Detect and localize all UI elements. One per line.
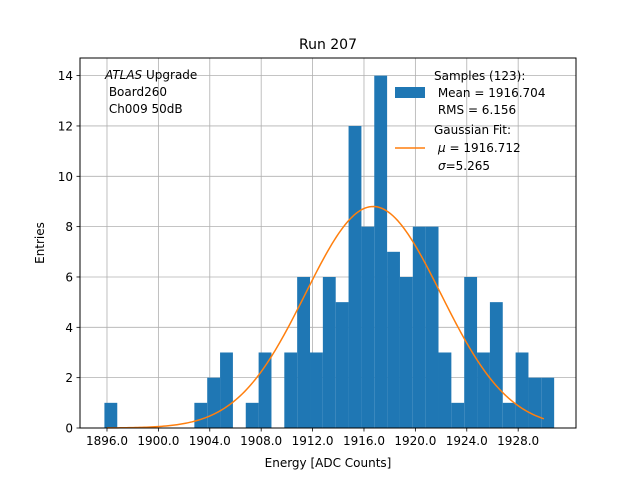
histogram-bar [399,276,413,428]
histogram-bar [425,226,439,428]
x-tick-label: 1920.0 [394,434,436,448]
x-tick-label: 1916.0 [343,434,385,448]
histogram-bar [194,402,208,428]
histogram-bar [489,302,503,428]
y-tick-label: 14 [58,69,73,83]
y-tick-label: 8 [65,220,73,234]
legend-fit-sigma: σ=5.265 [438,159,490,173]
x-tick-label: 1924.0 [446,434,488,448]
histogram-bar [387,251,400,428]
histogram-bar [374,75,388,428]
y-tick-label: 10 [58,170,73,184]
histogram-bar [284,352,298,428]
histogram-bar [310,352,323,428]
legend-sigma-symbol: σ [438,159,446,173]
y-tick-label: 4 [65,321,73,335]
histogram-bar [348,125,362,429]
annotation-line-3: Ch009 50dB [105,102,183,116]
legend-samples-swatch [395,87,425,98]
y-tick-label: 6 [65,270,73,284]
histogram-bar [502,402,516,428]
x-tick-label: 1908.0 [240,434,282,448]
x-tick-label: 1900.0 [137,434,179,448]
y-tick-label: 2 [65,371,73,385]
legend-samples-mean: Mean = 1916.704 [434,86,545,100]
annotation-atlas-italic: ATLAS [104,68,143,82]
histogram-bar [361,226,375,428]
histogram-bar [477,352,490,428]
histogram-bar [104,402,118,428]
histogram-bar [438,352,452,428]
histogram-bar [451,402,465,428]
y-tick-label: 12 [58,119,73,133]
histogram-bar [220,352,233,428]
gaussian-fit [106,205,545,429]
histogram-bar [412,226,426,428]
annotation-line-2: Board260 [105,85,167,99]
histogram-bar [258,352,272,428]
histogram-bar [335,302,349,428]
histogram-bar [297,276,311,428]
annotation-line-1: ATLAS Upgrade [104,68,197,82]
histogram-bar [245,402,259,428]
legend-fit-title: Gaussian Fit: [434,123,511,137]
legend-fit-mu: μ = 1916.712 [437,141,521,155]
legend-mu-symbol: μ [437,141,446,155]
legend-fit-mu-value: = 1916.712 [446,141,521,155]
annotation-upgrade-text: Upgrade [142,68,197,82]
atlas-annotation: ATLAS Upgrade Board260 Ch009 50dB [104,68,197,116]
x-tick-label: 1904.0 [189,434,231,448]
gaussian-fit-curve [106,205,545,429]
histogram-bar [528,377,542,428]
y-tick-label: 0 [65,422,73,436]
x-tick-label: 1912.0 [292,434,334,448]
y-axis-label: Entries [33,222,47,264]
histogram-bar [207,377,221,428]
legend-fit-sigma-value: =5.265 [446,159,490,173]
histogram-bar [322,276,336,428]
legend-samples-rms: RMS = 6.156 [434,103,516,117]
histogram-bar [464,276,478,428]
chart-title: Run 207 [299,37,357,53]
x-tick-label: 1896.0 [86,434,128,448]
axis-ticks: 1896.0 1900.0 1904.0 1908.0 1912.0 1916.0 1920… [58,69,539,448]
histogram-bar [541,377,555,428]
legend-samples-title: Samples (123): [434,69,525,83]
legend: Samples (123): Mean = 1916.704 RMS = 6.1… [395,69,545,173]
histogram-bar [515,352,529,428]
x-tick-label: 1928.0 [497,434,539,448]
axes-frame [79,57,577,429]
x-axis-label: Energy [ADC Counts] [265,456,392,470]
